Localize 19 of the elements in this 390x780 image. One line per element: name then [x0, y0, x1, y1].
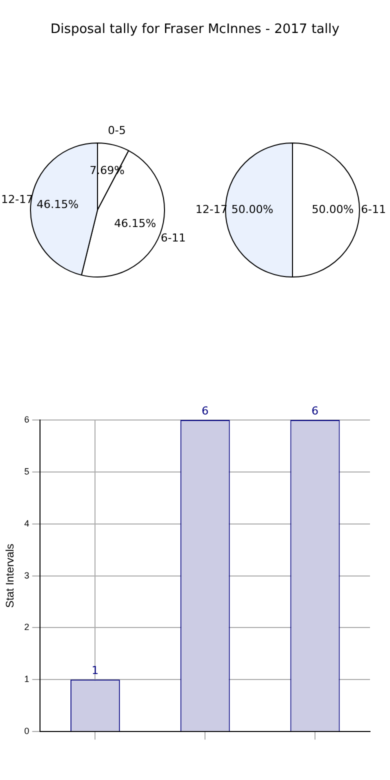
slice-label: 6-11: [361, 202, 386, 216]
data-label: 6: [202, 404, 209, 418]
slice-label: 6-11: [160, 232, 186, 245]
data-label: 46.15%: [114, 217, 156, 230]
y-tick-label: 6: [24, 414, 30, 424]
y-tick-label: 1: [24, 674, 30, 684]
y-tick-label: 5: [24, 466, 30, 476]
y-axis-title: Stat Intervals: [4, 543, 17, 608]
y-tick-label: 4: [24, 518, 30, 528]
data-label: 50.00%: [231, 202, 274, 216]
data-label: 50.00%: [312, 202, 354, 216]
data-label: 46.15%: [36, 198, 79, 212]
slice-label: 0-5: [108, 124, 126, 138]
data-label: 1: [92, 664, 99, 678]
data-label: 6: [312, 404, 319, 418]
y-tick-label: 3: [24, 570, 30, 580]
y-tick-label: 2: [24, 622, 30, 632]
chart-title: Disposal tally for Fraser McInnes - 2017 tally: [50, 22, 340, 37]
y-tick-label: 0: [24, 726, 30, 736]
